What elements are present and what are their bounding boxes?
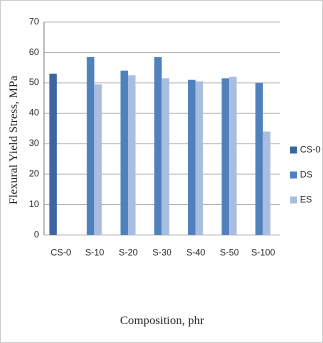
x-tick-label: S-30 <box>152 247 171 257</box>
bar <box>161 78 170 236</box>
x-tick-label: CS-0 <box>51 247 72 257</box>
bar <box>229 76 237 236</box>
y-tick-label: 50 <box>29 77 39 87</box>
y-tick-label: 70 <box>29 16 39 26</box>
legend-swatch <box>290 171 297 179</box>
y-tick-label: 20 <box>29 169 39 179</box>
y-axis-title: Flexural Yield Stress, MPa <box>6 75 20 205</box>
x-axis-title: Composition, phr <box>120 313 204 327</box>
legend-swatch <box>290 146 297 154</box>
bar <box>262 131 271 235</box>
y-tick-label: 30 <box>29 138 39 148</box>
legend-label: CS-0 <box>300 144 321 154</box>
bar <box>221 78 230 236</box>
legend-swatch <box>290 196 297 204</box>
bar <box>128 75 136 235</box>
y-tick-label: 10 <box>29 199 39 209</box>
legend-label: ES <box>300 194 312 204</box>
bar <box>120 70 129 235</box>
x-tick-label: S-20 <box>119 247 138 257</box>
y-tick-label: 40 <box>29 108 39 118</box>
x-tick-label: S-10 <box>85 247 104 257</box>
bar <box>195 81 203 235</box>
x-tick-label: S-50 <box>220 247 239 257</box>
bar <box>255 82 263 235</box>
y-tick-label: 0 <box>34 229 39 239</box>
bar <box>154 56 162 235</box>
x-tick-label: S-40 <box>186 247 205 257</box>
bar <box>49 73 57 235</box>
legend-label: DS <box>300 169 313 179</box>
x-tick-label: S-100 <box>251 247 275 257</box>
y-tick-label: 60 <box>29 47 39 57</box>
bar <box>187 79 196 235</box>
bar <box>86 56 95 235</box>
bar <box>94 84 102 235</box>
